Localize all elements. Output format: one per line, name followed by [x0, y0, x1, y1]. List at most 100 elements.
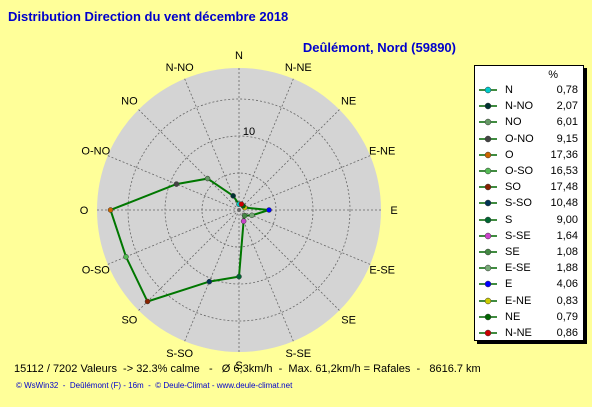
- legend-unit: %: [548, 69, 558, 81]
- legend-item-no: NO 6,01: [475, 115, 583, 130]
- legend-value: 17,36: [550, 148, 578, 161]
- compass-label-o: O: [80, 205, 89, 217]
- legend-value: 0,86: [556, 327, 578, 339]
- legend-item-o-so: O-SO 16,53: [475, 164, 583, 179]
- legend-item-e-ne: E-NE 0,83: [475, 294, 583, 309]
- legend-value: 0,83: [556, 294, 578, 307]
- data-point-se: [241, 212, 248, 219]
- compass-label-n: N: [235, 50, 243, 62]
- legend-label: E-NE: [505, 294, 532, 307]
- legend-item-n: N 0,78: [475, 83, 583, 98]
- data-point-e: [266, 207, 272, 213]
- data-point-o-so: [123, 254, 129, 260]
- compass-label-se: SE: [341, 315, 356, 327]
- legend-marker: [479, 264, 497, 272]
- legend-marker: [479, 232, 497, 240]
- legend-marker: [479, 297, 497, 304]
- compass-label-n-ne: N-NE: [285, 62, 312, 74]
- legend-value: 0,78: [556, 84, 578, 96]
- data-point-n-ne: [238, 201, 245, 207]
- legend-item-e-se: E-SE 1,88: [475, 261, 583, 276]
- legend-item-se: SE 1,08: [475, 245, 583, 260]
- legend-value: 1,88: [556, 262, 578, 275]
- legend-label: SE: [505, 246, 520, 258]
- legend-marker: [479, 135, 497, 142]
- compass-label-so: SO: [121, 315, 137, 327]
- compass-label-o-so: O-SO: [82, 264, 111, 276]
- data-point-n-no: [230, 193, 236, 199]
- data-point-o: [107, 207, 114, 213]
- legend: % N 0,78 N-NO 2,07 NO 6,01 O-NO 9,15 O 17,36 O-SO 1…: [474, 65, 584, 341]
- legend-item-e: E 4,06: [475, 277, 583, 292]
- legend-label: NO: [505, 116, 522, 129]
- station-subtitle: Deûlémont, Nord (59890): [302, 40, 456, 55]
- legend-item-s-so: S-SO 10,48: [475, 196, 583, 211]
- compass-label-o-no: O-NO: [81, 146, 110, 158]
- legend-marker: [479, 281, 497, 288]
- legend-marker: [479, 151, 497, 159]
- compass-label-n-no: N-NO: [166, 62, 195, 74]
- legend-item-ne: NE 0,79: [475, 310, 583, 325]
- chart-title: Distribution Direction du vent décembre …: [8, 9, 289, 24]
- compass-label-no: NO: [121, 95, 138, 107]
- legend-label: E: [505, 278, 513, 291]
- legend-label: N-NE: [505, 327, 532, 339]
- legend-item-o: O 17,36: [475, 148, 583, 163]
- legend-value: 9,15: [556, 132, 578, 145]
- legend-label: S-SO: [505, 197, 532, 210]
- legend-value: 16,53: [550, 165, 578, 177]
- legend-value: 1,64: [556, 229, 578, 242]
- legend-value: 1,08: [556, 246, 578, 258]
- legend-marker: [479, 216, 497, 223]
- legend-item-s: S 9,00: [475, 213, 583, 228]
- legend-marker: [479, 167, 497, 175]
- legend-marker: [479, 313, 497, 321]
- legend-marker: [479, 86, 497, 94]
- data-point-s-so: [206, 278, 213, 285]
- data-point-o-no: [173, 181, 180, 187]
- stats-line: 15112 / 7202 Valeurs -> 32.3% calme - Ø …: [14, 363, 481, 375]
- legend-item-s-se: S-SE 1,64: [475, 229, 583, 244]
- legend-item-n-ne: N-NE 0,86: [475, 326, 583, 341]
- legend-value: 0,79: [556, 310, 578, 323]
- legend-value: 10,48: [550, 197, 578, 210]
- compass-label-s-se: S-SE: [285, 348, 311, 360]
- legend-label: N: [505, 84, 513, 96]
- data-point-no: [204, 175, 211, 182]
- compass-label-s: S: [235, 360, 242, 372]
- footer-credits: © WsWin32 - Deûlémont (F) - 16m - © Deul…: [16, 381, 293, 390]
- legend-label: SO: [505, 181, 521, 194]
- data-point-s-se: [240, 218, 247, 224]
- ring-label: 10: [243, 126, 255, 138]
- legend-marker: [479, 200, 497, 207]
- legend-value: 17,48: [550, 181, 578, 194]
- legend-item-so: SO 17,48: [475, 180, 583, 195]
- legend-label: O: [505, 148, 514, 161]
- legend-value: 4,06: [556, 278, 578, 291]
- data-point-so: [144, 298, 151, 305]
- legend-label: N-NO: [505, 100, 534, 113]
- legend-marker: [479, 248, 497, 256]
- legend-label: O-NO: [505, 132, 534, 145]
- legend-value: 6,01: [556, 116, 578, 129]
- legend-marker: [479, 329, 497, 337]
- compass-label-e: E: [390, 205, 397, 217]
- legend-label: S: [505, 213, 513, 226]
- legend-item-n-no: N-NO 2,07: [475, 99, 583, 114]
- legend-label: NE: [505, 310, 521, 323]
- legend-marker: [479, 119, 497, 126]
- compass-label-e-se: E-SE: [369, 264, 395, 276]
- legend-value: 2,07: [556, 100, 578, 113]
- legend-marker: [479, 183, 497, 191]
- compass-label-ne: NE: [341, 95, 356, 107]
- legend-label: O-SO: [505, 165, 534, 177]
- legend-item-o-no: O-NO 9,15: [475, 132, 583, 147]
- legend-label: E-SE: [505, 262, 531, 275]
- radar-ring-15: [127, 98, 351, 322]
- data-point-s: [236, 273, 242, 280]
- legend-value: 9,00: [556, 213, 578, 226]
- compass-labels: N N-NE NE E-NE E E-SE SE S-SE S S-SO SO O-SO O O-NO NO…: [80, 50, 398, 372]
- legend-label: S-SE: [505, 229, 531, 242]
- compass-label-e-ne: E-NE: [369, 146, 395, 158]
